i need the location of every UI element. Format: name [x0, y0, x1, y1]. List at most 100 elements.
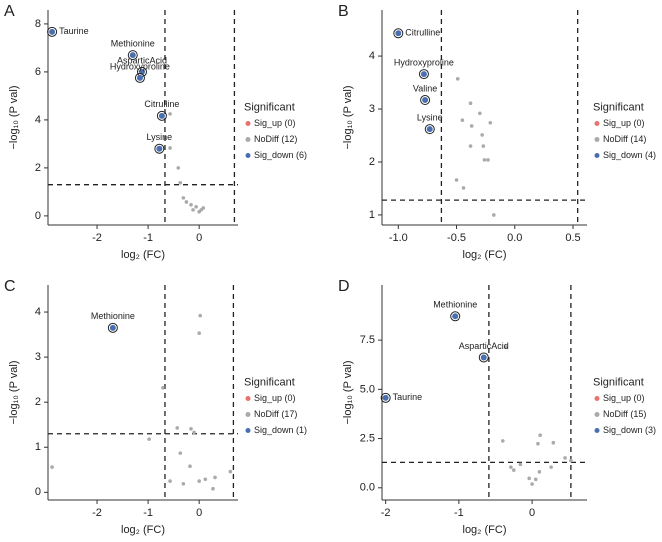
legend-label: Sig_up (0) — [254, 393, 296, 403]
x-tick-label: -1 — [143, 232, 153, 244]
point — [178, 451, 183, 455]
point — [189, 203, 193, 207]
point — [537, 470, 542, 474]
point — [228, 469, 233, 474]
point — [161, 385, 165, 390]
x-tick-label: -2 — [381, 507, 391, 519]
point — [395, 30, 402, 37]
y-tick-label: 3 — [369, 103, 375, 115]
point — [197, 479, 201, 483]
y-tick-label: 4 — [35, 114, 41, 126]
y-tick-label: 1 — [369, 209, 375, 221]
legend-label: NoDiff (12) — [254, 134, 297, 144]
point — [460, 118, 465, 122]
x-axis-label: log₂ (FC) — [463, 524, 507, 536]
point-ring — [424, 124, 435, 135]
point-ring — [478, 352, 489, 363]
point — [191, 208, 195, 212]
point — [50, 465, 54, 469]
point — [203, 477, 208, 482]
x-tick-label: -1.0 — [389, 232, 408, 244]
legend-label: Sig_up (0) — [254, 118, 296, 128]
legend-label: Sig_down (1) — [254, 425, 307, 435]
point — [549, 465, 553, 469]
y-tick-label: 0.0 — [360, 482, 375, 494]
point — [452, 313, 459, 320]
point — [168, 479, 172, 483]
panel-label: A — [4, 3, 15, 20]
point — [454, 178, 459, 182]
point-ring — [154, 143, 165, 154]
point — [481, 144, 486, 148]
point — [509, 465, 513, 469]
x-tick-label: 0.5 — [565, 232, 580, 244]
point-label: AsparticAcid — [117, 55, 167, 65]
point — [536, 441, 540, 446]
x-tick-label: 0 — [529, 507, 535, 519]
point — [147, 437, 151, 441]
panel-label: C — [4, 278, 16, 295]
point — [109, 324, 116, 331]
legend-swatch — [594, 137, 600, 142]
point — [511, 468, 516, 472]
point — [201, 206, 206, 210]
point — [503, 345, 508, 350]
point-label: Methionine — [433, 300, 477, 310]
point — [480, 133, 484, 137]
point-label: Hydroxyproline — [394, 57, 454, 67]
point — [468, 101, 473, 106]
x-tick-label: -2 — [92, 507, 102, 519]
point — [197, 331, 201, 336]
point — [176, 166, 181, 170]
y-tick-label: 1 — [35, 441, 41, 453]
legend-label: NoDiff (14) — [603, 134, 646, 144]
point-label: Taurine — [59, 26, 89, 36]
point — [488, 120, 493, 125]
point-label: Citrulline — [405, 28, 440, 38]
x-axis-label: log₂ (FC) — [121, 524, 165, 536]
legend-swatch — [594, 396, 600, 401]
point — [468, 144, 473, 148]
legend-swatch — [245, 412, 251, 417]
point — [192, 430, 196, 435]
point-ring — [450, 311, 461, 322]
y-tick-label: 5.0 — [360, 383, 375, 395]
legend-swatch — [594, 412, 600, 417]
point — [501, 439, 505, 443]
y-tick-label: 2 — [369, 156, 375, 168]
point — [527, 476, 531, 481]
point — [181, 196, 186, 200]
y-axis-label: −log₁₀ (P val) — [342, 85, 354, 149]
x-tick-label: 0.0 — [507, 232, 522, 244]
x-tick-label: -1 — [143, 507, 153, 519]
point — [480, 354, 487, 361]
point — [211, 486, 215, 491]
y-tick-label: 4 — [369, 50, 375, 62]
y-tick-label: 2.5 — [360, 432, 375, 444]
point — [551, 440, 556, 445]
point-label: Lysine — [147, 132, 173, 142]
point-label: Methionine — [111, 38, 155, 48]
legend-label: NoDiff (15) — [603, 409, 646, 419]
point — [168, 112, 172, 116]
point — [382, 394, 389, 401]
y-tick-label: 7.5 — [360, 334, 375, 346]
point-label: Citrulline — [144, 99, 179, 109]
legend-swatch — [245, 153, 251, 158]
point-label: Lysine — [417, 113, 443, 123]
y-axis-label: −log₁₀ (P val) — [8, 85, 20, 149]
point — [569, 458, 573, 463]
legend-title: Significant — [244, 376, 295, 388]
point — [189, 426, 193, 431]
x-axis-label: log₂ (FC) — [463, 249, 507, 261]
point-ring — [156, 110, 167, 121]
point — [469, 124, 474, 128]
point — [486, 158, 490, 162]
point — [175, 426, 180, 430]
legend-title: Significant — [593, 376, 644, 388]
legend-title: Significant — [244, 101, 295, 113]
point-label: Taurine — [393, 392, 423, 402]
legend-label: NoDiff (17) — [254, 409, 297, 419]
y-tick-label: 2 — [35, 396, 41, 408]
point — [158, 112, 165, 119]
